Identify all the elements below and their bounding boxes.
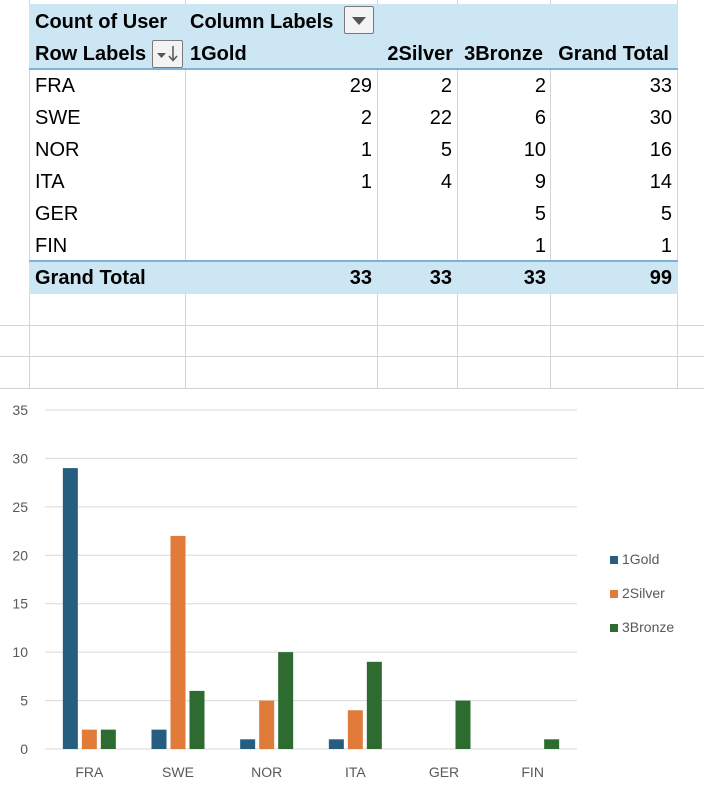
x-tick-label: FIN [521,764,544,780]
column-header-grand-total: Grand Total [558,43,669,65]
grand-total-silver: 33 [429,267,452,289]
column-filter-button[interactable] [344,6,374,34]
cell-total: 14 [649,171,672,193]
x-tick-label: GER [429,764,459,780]
cell-bronze: 10 [523,139,546,161]
x-tick-label: FRA [75,764,104,780]
row-labels-header: Row Labels [35,43,147,65]
row-label: SWE [35,107,81,129]
row-label: FRA [35,75,75,97]
row-sort-filter-button[interactable] [152,40,183,68]
bar-1gold-fra[interactable] [62,468,78,749]
bar-1gold-nor[interactable] [240,739,256,749]
legend-swatch-bronze [610,624,618,633]
cell-total: 5 [660,203,672,225]
legend-swatch-gold [610,556,618,565]
grand-total-total: 99 [649,267,672,289]
x-tick-label: SWE [162,764,194,780]
y-tick-label: 35 [12,402,28,418]
bar-2silver-fra[interactable] [81,729,97,749]
y-tick-label: 30 [12,450,28,466]
column-header-gold: 1Gold [190,43,247,65]
grand-total-gold: 33 [349,267,372,289]
cell-gold: 1 [360,139,372,161]
y-tick-label: 5 [20,693,28,709]
row-label: ITA [35,171,65,193]
bar-3bronze-fra[interactable] [100,729,116,749]
cell-silver: 5 [440,139,452,161]
cell-bronze: 9 [534,171,546,193]
bar-3bronze-ger[interactable] [455,700,471,749]
cell-bronze: 5 [534,203,546,225]
cell-silver: 22 [429,107,452,129]
bar-1gold-ita[interactable] [328,739,344,749]
cell-bronze: 6 [534,107,546,129]
cell-gold: 1 [360,171,372,193]
cell-bronze: 2 [534,75,546,97]
column-header-bronze: 3Bronze [464,43,543,65]
cell-gold: 29 [349,75,372,97]
cell-total: 1 [660,235,672,257]
column-header-silver: 2Silver [387,43,453,65]
bar-3bronze-nor[interactable] [278,652,294,749]
dropdown-arrow-icon [352,17,366,25]
bar-1gold-swe[interactable] [151,729,167,749]
bar-chart: 0 5 10 15 20 25 30 35 FRA SWE NOR ITA GER FIN [12,402,577,780]
legend-swatch-silver [610,590,618,599]
bar-3bronze-fin[interactable] [544,739,560,749]
cell-gold: 2 [360,107,372,129]
bar-3bronze-ita[interactable] [366,661,382,749]
sort-filter-icon [157,46,178,62]
row-label: NOR [35,139,80,161]
bar-2silver-nor[interactable] [259,700,275,749]
x-tick-label: NOR [251,764,282,780]
y-tick-label: 0 [20,741,28,757]
cell-total: 16 [649,139,672,161]
value-field-label: Count of User [35,11,168,33]
bar-2silver-swe[interactable] [170,535,186,749]
y-tick-label: 25 [12,499,28,515]
pivot-total-background [29,261,678,294]
y-tick-label: 10 [12,644,28,660]
row-label: GER [35,203,79,225]
pivot-chart[interactable]: 0 5 10 15 20 25 30 35 FRA SWE NOR ITA GER FIN 1Gold 2… [0,389,704,800]
cell-bronze: 1 [534,235,546,257]
grand-total-label: Grand Total [35,267,146,289]
cell-silver: 2 [440,75,452,97]
legend-item-silver: 2Silver [610,585,665,601]
grand-total-bronze: 33 [523,267,546,289]
y-tick-label: 15 [12,596,28,612]
bar-2silver-ita[interactable] [347,710,363,749]
column-labels-header: Column Labels [190,11,334,33]
cell-total: 33 [649,75,672,97]
x-tick-label: ITA [345,764,366,780]
cell-total: 30 [649,107,672,129]
legend-item-gold: 1Gold [610,551,659,567]
bar-3bronze-swe[interactable] [189,690,205,749]
cell-silver: 4 [440,171,452,193]
row-label: FIN [35,235,68,257]
legend-item-bronze: 3Bronze [610,619,674,635]
y-tick-label: 20 [12,547,28,563]
